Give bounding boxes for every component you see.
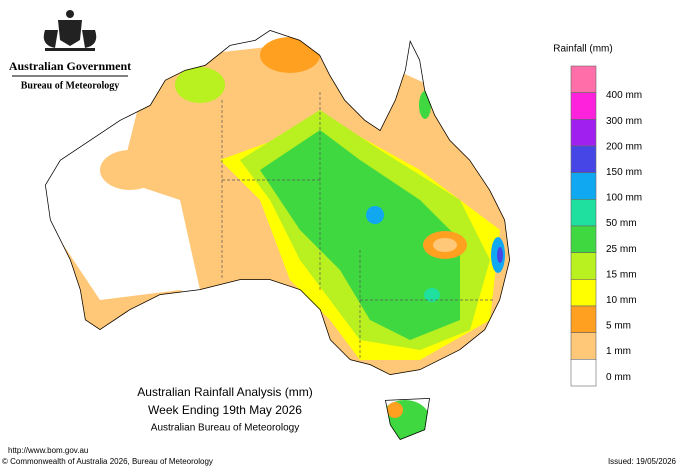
legend-label: 400 mm xyxy=(606,90,642,101)
bureau-name: Bureau of Meteorology xyxy=(21,80,120,91)
legend-swatch xyxy=(570,305,597,333)
legend-label: 0 mm xyxy=(606,372,631,383)
legend-label: 10 mm xyxy=(606,295,637,306)
legend-swatch xyxy=(570,119,597,147)
legend-swatch xyxy=(570,279,597,307)
legend-swatch xyxy=(570,145,597,173)
legend-label: 200 mm xyxy=(606,141,642,152)
crest xyxy=(43,10,97,51)
footer-issued: Issued: 19/05/2026 xyxy=(608,457,677,466)
map-title: Australian Rainfall Analysis (mm) xyxy=(137,385,312,399)
map-subtitle: Week Ending 19th May 2026 xyxy=(148,403,302,417)
legend-swatch xyxy=(570,92,597,120)
footer-url: http://www.bom.gov.au xyxy=(8,446,88,455)
legend-swatch xyxy=(570,252,597,280)
map-source: Australian Bureau of Meteorology xyxy=(151,423,299,434)
legend-label: 5 mm xyxy=(606,321,631,332)
legend-label: 25 mm xyxy=(606,244,637,255)
legend-swatch xyxy=(570,172,597,200)
footer-copyright: © Commonwealth of Australia 2026, Bureau… xyxy=(2,457,213,466)
legend-swatch xyxy=(570,359,597,387)
legend-swatch xyxy=(570,332,597,360)
legend-label: 300 mm xyxy=(606,116,642,127)
legend-swatch xyxy=(570,65,597,93)
legend-label: 50 mm xyxy=(606,218,637,229)
legend-label: 1 mm xyxy=(606,346,631,357)
legend-label: 100 mm xyxy=(606,193,642,204)
government-name: Australian Government xyxy=(9,59,131,73)
legend-swatch xyxy=(570,225,597,253)
legend-title: Rainfall (mm) xyxy=(553,44,612,55)
legend-swatch xyxy=(570,199,597,227)
legend-label: 150 mm xyxy=(606,167,642,178)
legend-label: 15 mm xyxy=(606,269,637,280)
legend: 400 mm 300 mm 200 mm 150 mm 100 mm 50 mm 25 mm… xyxy=(570,65,642,387)
